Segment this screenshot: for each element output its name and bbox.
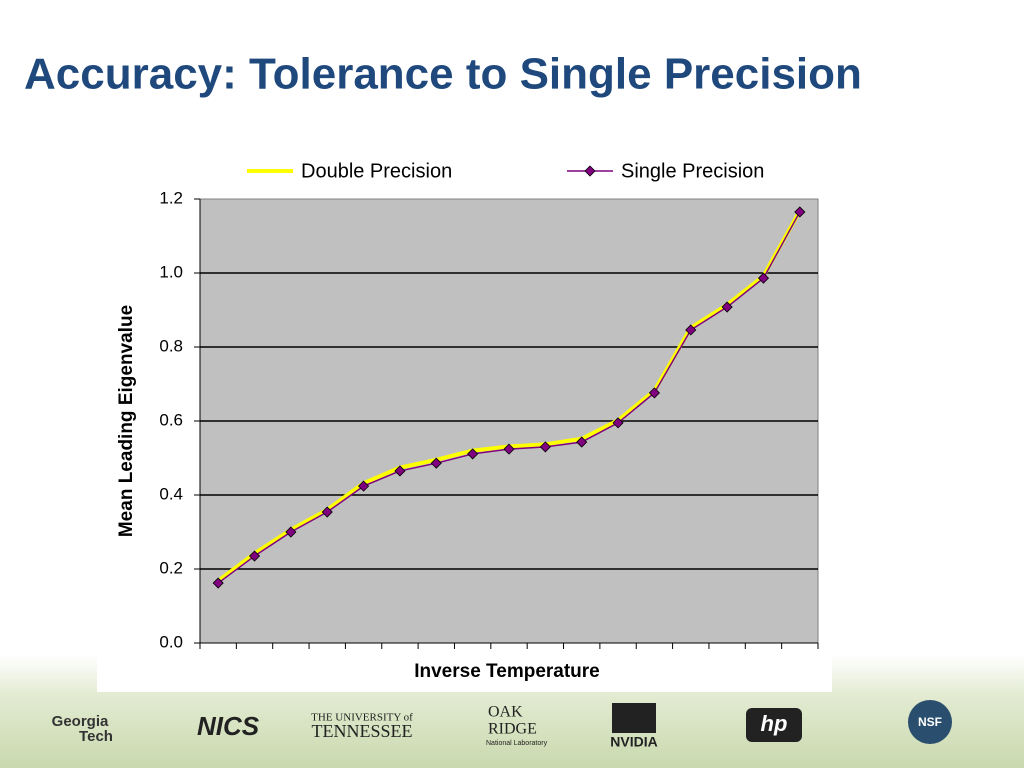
logo-text: RIDGE [488,721,537,738]
y-tick-label: 0.4 [159,484,183,503]
legend-label: Single Precision [621,160,764,182]
marker [576,436,588,448]
marker [794,206,806,218]
marker [685,324,697,336]
slide-title: Accuracy: Tolerance to Single Precision [24,50,862,99]
y-tick-label: 0.2 [159,558,183,577]
y-tick-label: 1.0 [159,262,183,281]
marker [648,387,660,399]
logo-text: Georgia [52,713,109,730]
marker [757,272,770,284]
logo-text: National Laboratory [486,740,548,747]
logo-text: TENNESSEE [312,721,413,741]
logo-text: hp [761,711,788,736]
marker [358,480,370,492]
marker [285,526,297,538]
marker [467,448,479,460]
y-tick-label: 0.6 [159,410,183,429]
marker [721,301,733,313]
marker [248,550,261,562]
marker [430,457,442,469]
x-axis-label: Inverse Temperature [414,661,600,682]
y-tick-label: 1.2 [159,188,183,207]
marker [503,443,515,455]
logo-text: NSF [918,715,942,729]
marker [321,506,333,518]
y-tick-label: 0.8 [159,336,183,355]
marker [212,577,224,589]
legend-marker [584,165,596,177]
legend-label: Double Precision [301,160,452,182]
y-axis-label: Mean Leading Eigenvalue [116,305,137,537]
marker [612,417,624,429]
logo-mark [612,703,656,733]
logo-text: Tech [79,728,113,745]
logo-mark [746,708,802,742]
marker [539,441,551,453]
logo-text: OAK [488,704,523,721]
marker [394,465,406,477]
logo-text: NICS [197,711,260,741]
y-tick-label: 0.0 [159,632,183,651]
logo-text: THE UNIVERSITY of [311,712,413,724]
logo-text: NVIDIA [610,734,657,750]
logo-mark [908,700,952,744]
logos: Georgia Tech NICS THE UNIVERSITY of TENN… [52,700,952,750]
